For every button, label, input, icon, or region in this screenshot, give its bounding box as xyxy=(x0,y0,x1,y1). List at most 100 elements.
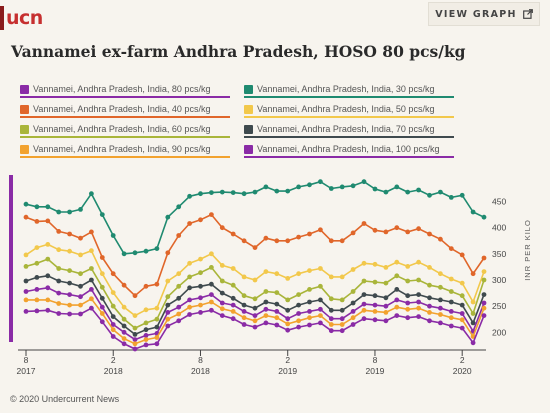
data-point xyxy=(252,245,258,250)
data-point xyxy=(459,302,465,308)
legend-item[interactable]: Vannamei, Andhra Pradesh, India, 40 pcs/… xyxy=(20,100,230,118)
data-point xyxy=(198,217,203,223)
data-point xyxy=(165,278,171,284)
x-tick-month-label: 8 xyxy=(24,355,29,365)
data-point xyxy=(45,204,51,210)
data-point xyxy=(121,329,127,335)
data-point xyxy=(481,313,487,318)
data-point xyxy=(132,332,138,337)
data-point xyxy=(405,293,411,299)
data-point xyxy=(110,334,116,339)
legend-label: Vannamei, Andhra Pradesh, India, 50 pcs/… xyxy=(257,104,435,114)
data-point xyxy=(339,307,345,313)
data-point xyxy=(132,337,138,342)
data-point xyxy=(383,189,389,195)
data-point xyxy=(121,323,127,329)
data-point xyxy=(285,321,291,327)
data-point xyxy=(296,318,301,324)
data-point xyxy=(23,278,29,284)
data-point xyxy=(470,320,476,326)
data-point xyxy=(405,315,411,321)
data-point xyxy=(274,301,280,307)
data-point xyxy=(67,302,72,308)
data-point xyxy=(263,269,269,274)
data-point xyxy=(45,297,51,303)
data-point xyxy=(230,302,236,308)
data-point xyxy=(143,342,149,348)
data-point xyxy=(187,274,193,280)
data-point xyxy=(45,256,51,262)
data-point xyxy=(219,300,225,306)
data-point xyxy=(241,315,247,321)
data-point xyxy=(230,309,236,314)
data-point xyxy=(285,327,291,333)
data-point xyxy=(67,248,72,254)
data-point xyxy=(99,212,105,217)
data-point xyxy=(99,304,105,310)
data-point xyxy=(459,252,465,258)
data-point xyxy=(34,308,40,314)
data-point xyxy=(394,273,400,279)
data-point xyxy=(263,299,269,305)
legend-item[interactable]: Vannamei, Andhra Pradesh, India, 30 pcs/… xyxy=(244,80,454,98)
data-point xyxy=(176,311,182,317)
x-tick-month-label: 2 xyxy=(460,355,465,365)
data-point xyxy=(416,259,421,265)
legend-item[interactable]: Vannamei, Andhra Pradesh, India, 80 pcs/… xyxy=(20,80,230,98)
data-point xyxy=(416,314,421,319)
data-point xyxy=(99,311,105,316)
data-point xyxy=(470,271,476,277)
data-point xyxy=(339,316,345,322)
data-point xyxy=(121,336,127,341)
data-point xyxy=(99,319,105,325)
x-tick-year-label: 2018 xyxy=(191,366,210,376)
data-point xyxy=(350,309,356,314)
data-point xyxy=(110,314,116,319)
data-point xyxy=(219,225,225,231)
data-point xyxy=(383,318,389,324)
legend-item[interactable]: Vannamei, Andhra Pradesh, India, 50 pcs/… xyxy=(244,100,454,118)
data-point xyxy=(252,189,258,195)
data-point xyxy=(274,322,280,328)
legend-item[interactable]: Vannamei, Andhra Pradesh, India, 100 pcs… xyxy=(244,140,454,158)
data-point xyxy=(318,313,323,318)
data-point xyxy=(34,245,40,250)
data-point xyxy=(56,278,62,284)
data-point xyxy=(350,315,356,321)
data-point xyxy=(132,346,138,352)
data-point xyxy=(372,293,378,299)
legend-swatch xyxy=(20,84,29,94)
legend-item[interactable]: Vannamei, Andhra Pradesh, India, 60 pcs/… xyxy=(20,120,230,138)
data-point xyxy=(383,295,389,301)
data-point xyxy=(176,304,182,310)
data-point xyxy=(263,320,269,326)
data-point xyxy=(350,289,356,294)
legend-underline xyxy=(244,116,454,118)
data-point xyxy=(23,309,29,314)
legend-item[interactable]: Vannamei, Andhra Pradesh, India, 70 pcs/… xyxy=(244,120,454,138)
data-point xyxy=(448,309,454,314)
data-point xyxy=(110,233,116,238)
data-point xyxy=(361,179,367,185)
data-point xyxy=(176,233,182,238)
data-point xyxy=(318,320,323,326)
data-point xyxy=(263,313,269,318)
legend-swatch xyxy=(244,104,253,114)
ucn-logo[interactable]: ucn xyxy=(0,5,43,31)
data-point xyxy=(350,322,356,327)
data-point xyxy=(361,301,367,307)
data-point xyxy=(110,322,116,327)
data-point xyxy=(307,182,312,188)
data-point xyxy=(481,305,487,311)
data-point xyxy=(405,264,411,269)
view-graph-button[interactable]: VIEW GRAPH xyxy=(428,2,540,26)
data-point xyxy=(89,191,94,197)
data-point xyxy=(274,290,280,295)
data-point xyxy=(23,201,29,207)
data-point xyxy=(372,186,378,192)
data-point xyxy=(56,209,62,215)
data-point xyxy=(99,295,105,301)
data-point xyxy=(339,274,345,280)
legend-item[interactable]: Vannamei, Andhra Pradesh, India, 90 pcs/… xyxy=(20,140,230,158)
data-point xyxy=(394,259,400,265)
